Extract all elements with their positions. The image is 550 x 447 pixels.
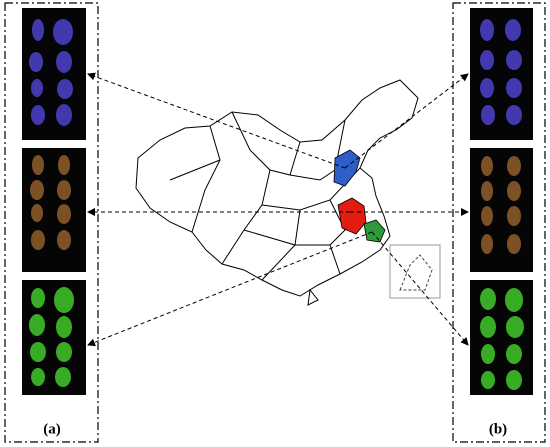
inset-map bbox=[399, 254, 433, 291]
arrows bbox=[87, 72, 469, 347]
province-blue bbox=[333, 149, 361, 187]
inset-box bbox=[389, 244, 441, 299]
left-frame bbox=[4, 2, 99, 443]
province-green bbox=[363, 219, 386, 243]
left-panels bbox=[22, 8, 86, 395]
right-frame bbox=[452, 2, 546, 443]
province-red bbox=[337, 197, 367, 235]
panel-label: (b) bbox=[489, 421, 507, 437]
panel-label: (a) bbox=[43, 421, 61, 437]
right-panels bbox=[470, 8, 533, 395]
map bbox=[135, 79, 419, 306]
